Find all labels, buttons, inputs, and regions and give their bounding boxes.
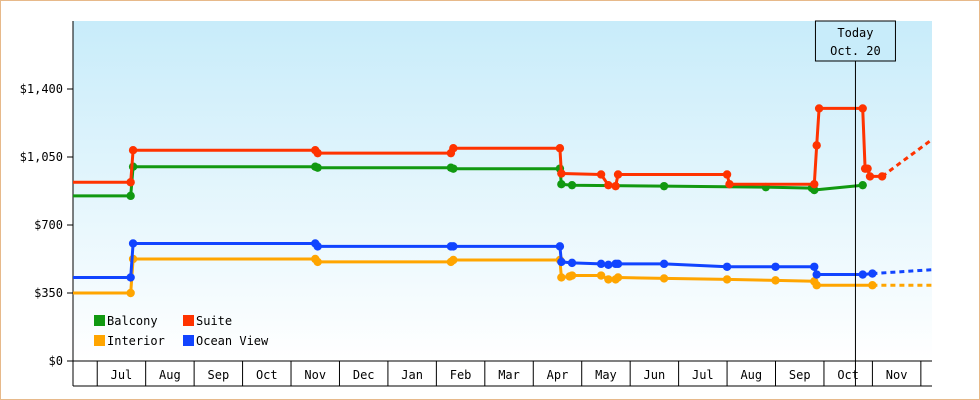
month-label: May <box>595 368 617 382</box>
data-point <box>567 180 577 190</box>
y-tick-label: $350 <box>34 286 63 300</box>
data-point <box>771 262 780 271</box>
data-point <box>613 273 623 282</box>
month-label: Apr <box>547 368 569 382</box>
plot-area <box>73 21 932 361</box>
data-point <box>126 191 135 201</box>
data-point <box>613 170 623 179</box>
data-point <box>810 180 819 189</box>
data-point <box>814 104 824 113</box>
y-tick-label: $1,400 <box>20 82 63 96</box>
data-point <box>877 172 887 181</box>
legend-swatch <box>183 335 194 346</box>
data-point <box>596 271 606 280</box>
series-layer <box>73 104 933 298</box>
month-label: Aug <box>159 368 181 382</box>
data-point <box>868 281 877 290</box>
data-point <box>858 180 867 190</box>
data-point <box>863 164 872 173</box>
y-tick-label: $1,050 <box>20 150 63 164</box>
data-point <box>659 259 669 269</box>
series-projection <box>872 268 933 276</box>
data-point <box>611 181 620 191</box>
today-marker: Today Oct. 20 <box>814 20 896 386</box>
data-point <box>126 273 135 282</box>
series-projection <box>881 138 933 178</box>
month-label: Feb <box>450 368 472 382</box>
month-label: Mar <box>498 368 520 382</box>
data-point <box>126 178 135 187</box>
legend-swatch <box>94 335 105 346</box>
data-point <box>725 180 734 189</box>
data-point <box>865 172 875 181</box>
data-point <box>596 259 606 269</box>
data-point <box>567 258 577 268</box>
data-point <box>557 257 566 267</box>
data-point <box>858 104 867 113</box>
data-point <box>722 275 732 284</box>
data-point <box>128 239 138 248</box>
month-label: Nov <box>886 368 908 382</box>
month-label: Jun <box>644 368 666 382</box>
data-point <box>126 288 135 298</box>
legend-label: Suite <box>196 314 232 328</box>
data-point <box>313 257 322 267</box>
month-label: Oct <box>837 368 859 382</box>
data-point <box>812 141 821 150</box>
data-point <box>555 144 565 153</box>
data-point <box>810 185 819 195</box>
y-tick-label: $700 <box>34 218 63 232</box>
month-label: Jan <box>401 368 423 382</box>
y-tick-label: $0 <box>49 354 63 368</box>
month-label: Sep <box>208 368 230 382</box>
data-point <box>449 242 458 251</box>
data-point <box>604 260 613 270</box>
legend-swatch <box>94 315 105 326</box>
data-point <box>567 271 577 280</box>
month-label: Nov <box>304 368 326 382</box>
today-label: Today <box>837 26 873 40</box>
month-label: Jul <box>111 368 133 382</box>
data-point <box>613 259 623 269</box>
data-point <box>555 242 565 251</box>
month-label: Oct <box>256 368 278 382</box>
month-label: Jul <box>692 368 714 382</box>
legend-label: Interior <box>107 334 165 348</box>
data-point <box>722 170 732 179</box>
today-date-label: Oct. 20 <box>830 44 881 58</box>
data-point <box>812 281 821 290</box>
data-point <box>659 181 669 191</box>
data-point <box>810 262 819 271</box>
data-point <box>812 270 821 279</box>
data-point <box>722 262 732 271</box>
month-label: Aug <box>740 368 762 382</box>
today-label-box <box>814 20 896 62</box>
legend-label: Ocean View <box>196 334 269 348</box>
data-point <box>604 180 613 190</box>
data-point <box>604 275 613 284</box>
axes: $0 $350 $700 $1,050 $1,400 Jul Aug Sep Oct Nov Dec… <box>20 21 932 387</box>
month-label: Sep <box>789 368 811 382</box>
data-point <box>557 169 566 178</box>
data-point <box>557 180 566 189</box>
data-point <box>659 274 669 283</box>
data-point <box>449 144 458 153</box>
legend-swatch <box>183 315 194 326</box>
data-point <box>128 146 138 155</box>
data-point <box>868 269 877 278</box>
data-point <box>313 242 322 251</box>
data-point <box>449 255 458 265</box>
data-point <box>313 163 322 172</box>
legend: Balcony Suite Interior Ocean View <box>94 314 269 348</box>
data-point <box>771 276 780 285</box>
data-point <box>557 273 566 282</box>
data-point <box>313 148 322 158</box>
legend-label: Balcony <box>107 314 158 328</box>
data-point <box>858 270 867 279</box>
data-point <box>449 164 458 173</box>
data-point <box>596 170 606 179</box>
month-label: Dec <box>353 368 375 382</box>
